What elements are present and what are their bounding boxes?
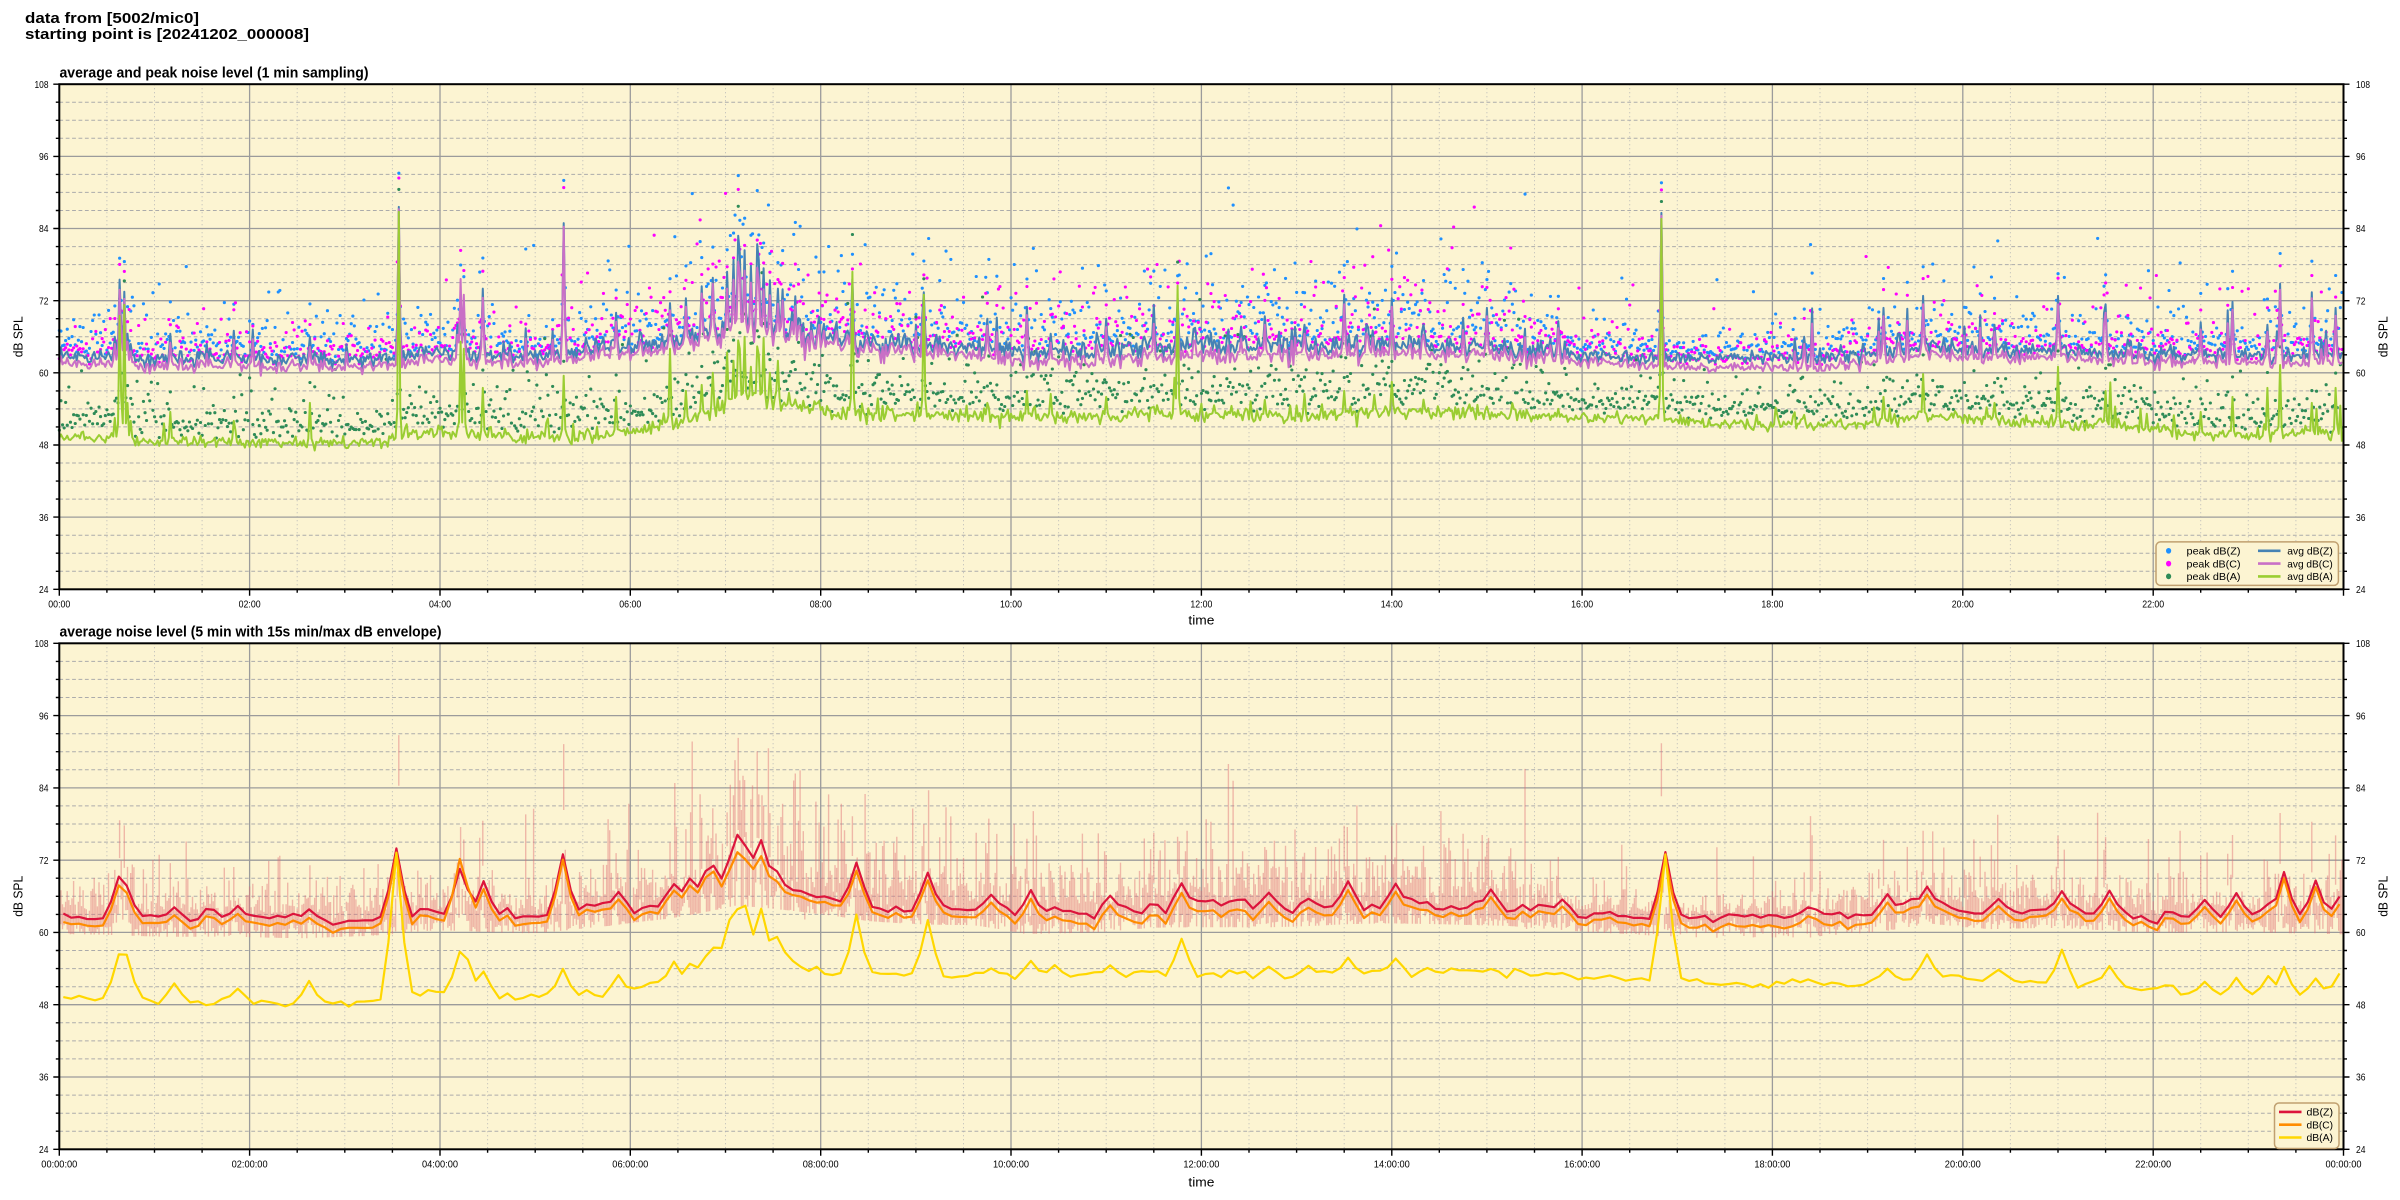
svg-text:avg dB(A): avg dB(A): [2287, 571, 2333, 583]
svg-text:36: 36: [39, 512, 49, 524]
svg-text:108: 108: [2356, 79, 2370, 91]
svg-text:36: 36: [2356, 512, 2366, 524]
svg-text:72: 72: [2356, 855, 2366, 867]
svg-text:48: 48: [39, 999, 49, 1011]
svg-text:60: 60: [39, 368, 49, 380]
svg-text:60: 60: [2356, 927, 2366, 939]
svg-text:24: 24: [2356, 1144, 2366, 1156]
svg-text:00:00:00: 00:00:00: [41, 1159, 77, 1171]
svg-text:14:00:00: 14:00:00: [1374, 1159, 1410, 1171]
svg-text:avg dB(C): avg dB(C): [2287, 558, 2333, 570]
svg-text:96: 96: [39, 710, 49, 722]
svg-text:24: 24: [2356, 584, 2366, 596]
svg-text:36: 36: [2356, 1072, 2366, 1084]
svg-text:84: 84: [2356, 223, 2366, 235]
svg-text:48: 48: [39, 440, 49, 452]
svg-text:avg dB(Z): avg dB(Z): [2287, 546, 2333, 558]
svg-text:10:00: 10:00: [1000, 599, 1022, 611]
svg-text:96: 96: [2356, 151, 2366, 163]
svg-text:84: 84: [39, 223, 49, 235]
svg-text:06:00: 06:00: [619, 599, 641, 611]
svg-text:96: 96: [39, 151, 49, 163]
svg-text:60: 60: [2356, 368, 2366, 380]
svg-text:18:00:00: 18:00:00: [1754, 1159, 1790, 1171]
svg-text:dB SPL: dB SPL: [2377, 876, 2391, 917]
svg-text:22:00: 22:00: [2142, 599, 2164, 611]
svg-text:18:00: 18:00: [1761, 599, 1783, 611]
svg-text:72: 72: [2356, 295, 2366, 307]
svg-text:dB SPL: dB SPL: [12, 316, 26, 357]
svg-text:14:00: 14:00: [1381, 599, 1403, 611]
svg-text:36: 36: [39, 1072, 49, 1084]
svg-text:84: 84: [2356, 783, 2366, 795]
svg-text:16:00: 16:00: [1571, 599, 1593, 611]
svg-text:dB(A): dB(A): [2307, 1132, 2334, 1144]
svg-text:peak dB(A): peak dB(A): [2187, 571, 2241, 583]
svg-text:time: time: [1188, 612, 1214, 627]
svg-text:20:00: 20:00: [1952, 599, 1974, 611]
svg-text:peak dB(C): peak dB(C): [2187, 558, 2241, 570]
svg-text:02:00: 02:00: [239, 599, 261, 611]
svg-text:48: 48: [2356, 999, 2366, 1011]
svg-text:84: 84: [39, 783, 49, 795]
svg-text:dB SPL: dB SPL: [12, 876, 26, 917]
svg-text:04:00:00: 04:00:00: [422, 1159, 458, 1171]
svg-text:16:00:00: 16:00:00: [1564, 1159, 1600, 1171]
svg-text:60: 60: [39, 927, 49, 939]
svg-text:dB SPL: dB SPL: [2377, 316, 2391, 357]
svg-text:00:00:00: 00:00:00: [2326, 1159, 2362, 1171]
svg-text:peak dB(Z): peak dB(Z): [2187, 546, 2241, 558]
svg-text:108: 108: [35, 638, 49, 650]
svg-text:48: 48: [2356, 440, 2366, 452]
svg-text:72: 72: [39, 855, 49, 867]
svg-text:24: 24: [39, 1144, 49, 1156]
svg-text:96: 96: [2356, 710, 2366, 722]
svg-text:data from [5002/mic0]: data from [5002/mic0]: [25, 11, 199, 27]
svg-text:average noise level (5 min wit: average noise level (5 min with 15s min/…: [60, 625, 442, 641]
svg-text:06:00:00: 06:00:00: [612, 1159, 648, 1171]
svg-text:08:00: 08:00: [810, 599, 832, 611]
svg-text:10:00:00: 10:00:00: [993, 1159, 1029, 1171]
svg-text:22:00:00: 22:00:00: [2135, 1159, 2171, 1171]
svg-text:12:00:00: 12:00:00: [1183, 1159, 1219, 1171]
svg-text:average and peak noise level (: average and peak noise level (1 min samp…: [60, 66, 369, 82]
svg-text:time: time: [1188, 1174, 1214, 1189]
svg-text:02:00:00: 02:00:00: [232, 1159, 268, 1171]
svg-text:20:00:00: 20:00:00: [1945, 1159, 1981, 1171]
svg-text:00:00: 00:00: [48, 599, 70, 611]
svg-text:dB(C): dB(C): [2307, 1119, 2334, 1131]
svg-text:108: 108: [2356, 638, 2370, 650]
svg-text:108: 108: [35, 79, 49, 91]
svg-text:dB(Z): dB(Z): [2307, 1107, 2334, 1119]
svg-text:04:00: 04:00: [429, 599, 451, 611]
svg-text:08:00:00: 08:00:00: [803, 1159, 839, 1171]
svg-text:12:00: 12:00: [1190, 599, 1212, 611]
svg-text:72: 72: [39, 295, 49, 307]
svg-text:starting point is [20241202_00: starting point is [20241202_000008]: [25, 27, 309, 43]
svg-text:24: 24: [39, 584, 49, 596]
